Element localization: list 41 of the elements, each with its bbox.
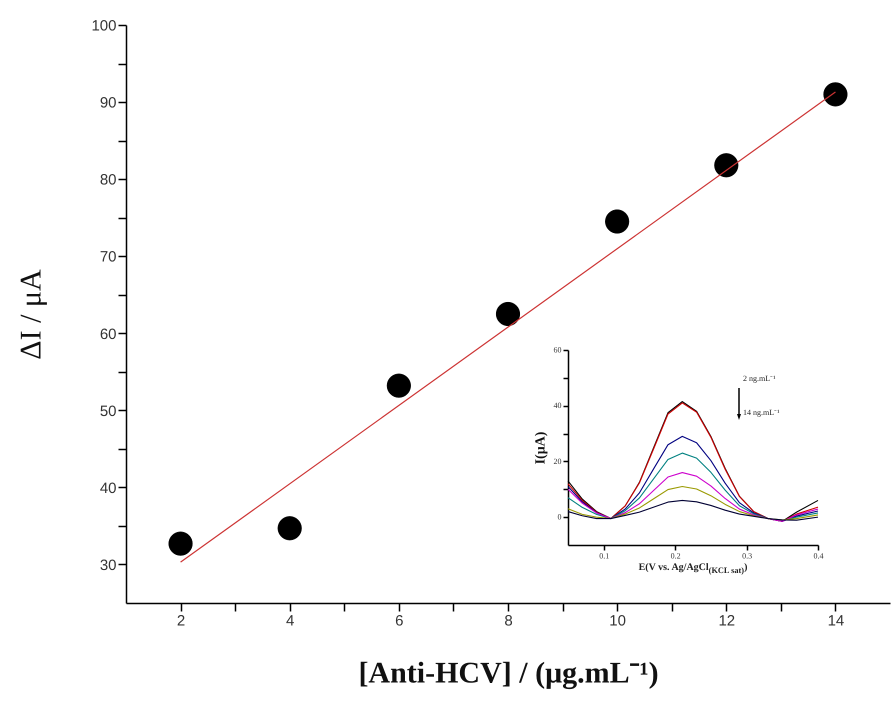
- y-tick-label: 60: [100, 326, 116, 343]
- y-tick-label: 40: [100, 480, 116, 497]
- line-series: [567, 500, 819, 521]
- y-tick-label: 30: [100, 556, 116, 574]
- y-tick-label: 50: [100, 402, 116, 420]
- y-tick-label: 40: [554, 401, 562, 410]
- point: [714, 153, 738, 178]
- point: [278, 516, 302, 540]
- x-tick-label: 8: [504, 612, 513, 630]
- point: [168, 532, 193, 556]
- y-axis-title: ΔI / μA: [14, 268, 48, 360]
- x-tick-label: 2: [176, 612, 186, 630]
- x-tick-label: 4: [286, 612, 294, 630]
- line-series: [567, 486, 819, 520]
- x-tick-label: 0.2: [670, 552, 681, 560]
- y-tick-label: 0: [558, 512, 562, 522]
- x-tick-label: 0.3: [742, 552, 752, 560]
- x-tick-label: 0.1: [599, 552, 610, 560]
- y-tick-label: 60: [554, 346, 562, 354]
- y-axis-title: I(μA): [534, 431, 548, 464]
- annotation: 14 ng.mL⁻¹: [743, 407, 780, 417]
- x-axis-title: E(V vs. Ag/AgCl$_{(KCL sat)}$): [638, 562, 748, 575]
- x-tick-label: 12: [718, 612, 736, 630]
- y-tick-label: 70: [100, 248, 116, 266]
- x-tick-label: 14: [828, 612, 844, 630]
- line-series: [567, 436, 819, 522]
- y-tick-label: 90: [100, 94, 116, 112]
- x-axis-title: [Anti-HCV] / (μg.mL⁻¹): [358, 656, 659, 690]
- line-series: [567, 472, 819, 522]
- x-tick-label: 10: [609, 612, 626, 630]
- y-tick-label: 100: [91, 18, 116, 34]
- y-tick-label: 80: [100, 172, 116, 189]
- x-tick-label: 0.4: [814, 552, 824, 560]
- annotation: 2 ng.mL⁻¹: [743, 373, 776, 383]
- y-tick-label: 20: [554, 456, 562, 466]
- x-tick-label: 6: [395, 612, 404, 630]
- point: [823, 82, 848, 106]
- line-series: [567, 452, 819, 522]
- point: [386, 374, 411, 398]
- point: [496, 302, 520, 326]
- point: [605, 209, 630, 234]
